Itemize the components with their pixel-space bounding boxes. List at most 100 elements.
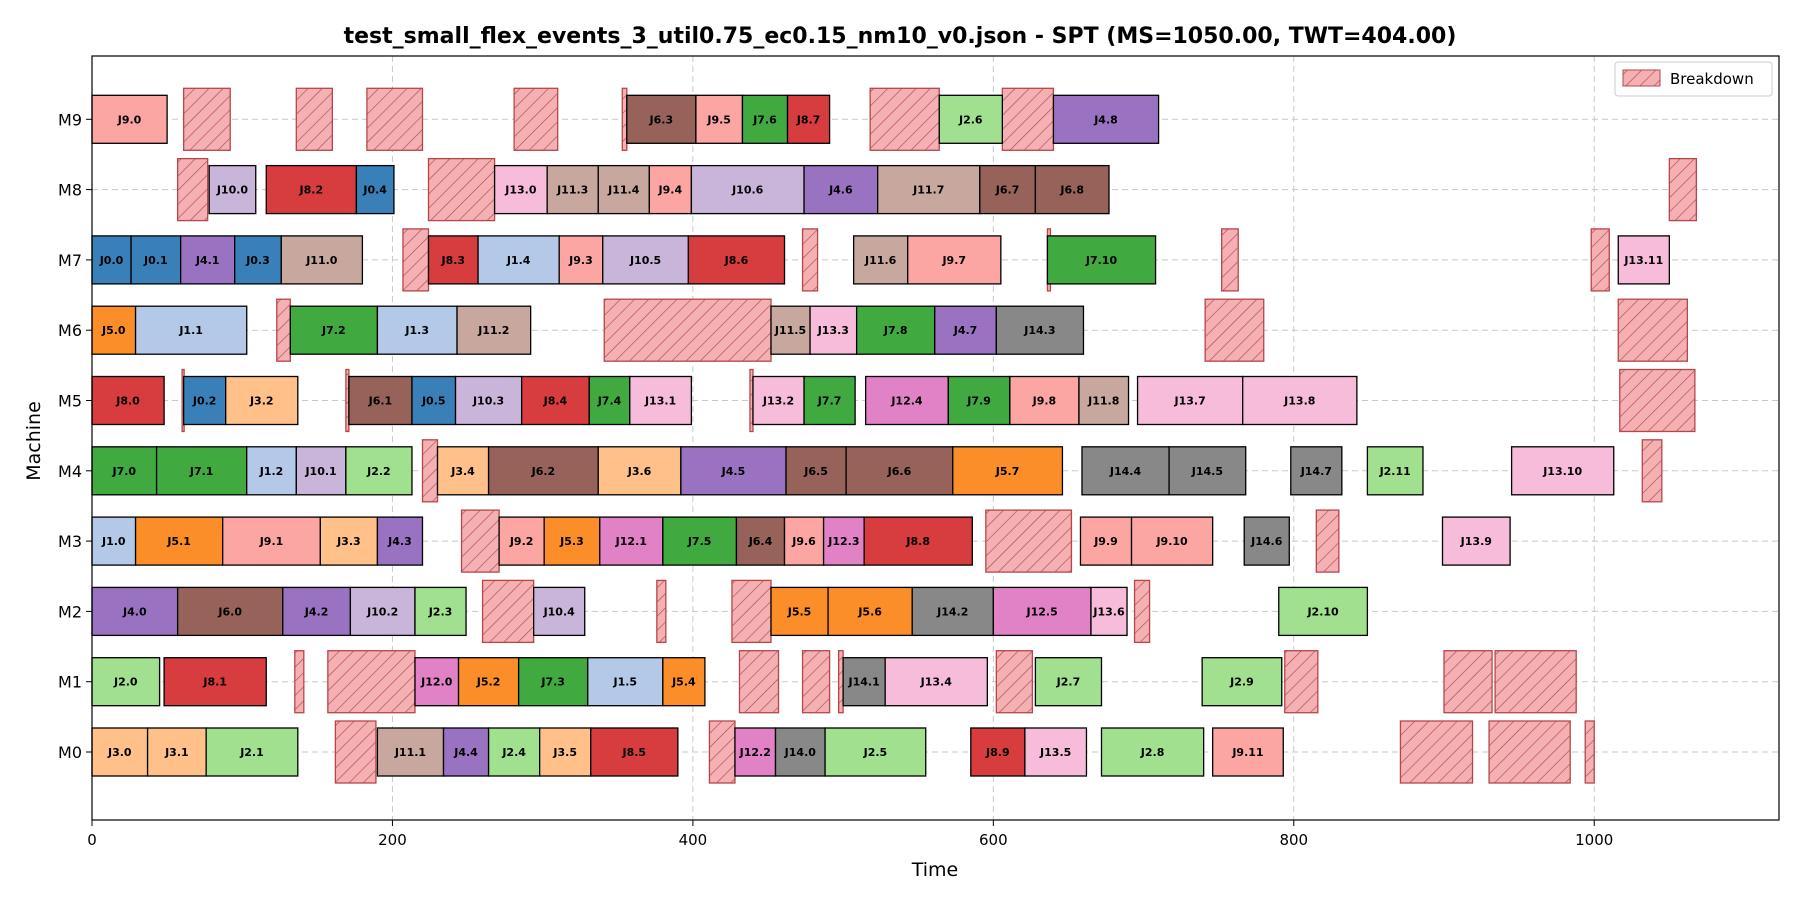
operation-bar: J9.2 — [498, 516, 545, 566]
operation-label: J6.2 — [531, 465, 556, 478]
operation-bar: J9.3 — [558, 235, 604, 285]
breakdown-hatch — [1205, 299, 1264, 362]
operation-bar: J0.4 — [355, 164, 395, 215]
operation-rect — [355, 164, 395, 215]
operation-label: J7.9 — [966, 395, 991, 408]
operation-rect — [687, 235, 786, 285]
breakdown-bar — [801, 228, 819, 292]
operation-label: J12.5 — [1026, 605, 1058, 618]
operation-bar: J4.5 — [680, 446, 787, 496]
breakdown-hatch — [985, 510, 1072, 573]
breakdown-bar — [1617, 298, 1689, 362]
operation-rect — [602, 235, 690, 285]
breakdown-hatch — [1669, 158, 1697, 221]
operation-bar: J7.9 — [947, 375, 1011, 426]
operation-bar: J3.3 — [319, 516, 379, 566]
operation-label: J14.4 — [1109, 465, 1142, 478]
operation-bar: J13.11 — [1617, 235, 1670, 285]
breakdown-hatch — [345, 369, 349, 432]
operation-label: J11.0 — [305, 254, 338, 267]
operation-bar: J1.0 — [91, 516, 137, 566]
operation-rect — [803, 375, 856, 426]
operation-bar: J5.7 — [952, 446, 1064, 496]
operation-label: J4.2 — [304, 605, 329, 618]
y-axis-label: Machine — [23, 401, 45, 481]
breakdown-hatch — [838, 650, 844, 713]
operation-rect — [774, 727, 826, 777]
breakdown-bar — [1590, 228, 1610, 292]
operation-bar: J9.8 — [1009, 375, 1080, 426]
breakdown-hatch — [335, 721, 376, 783]
operation-label: J9.6 — [791, 535, 816, 548]
breakdown-bar — [460, 509, 500, 573]
operation-label: J0.2 — [192, 395, 217, 408]
operation-label: J9.8 — [1032, 395, 1057, 408]
operation-label: J7.4 — [597, 395, 622, 408]
operation-rect — [91, 446, 158, 496]
x-tick-label: 600 — [979, 831, 1008, 849]
operation-bar: J11.0 — [280, 235, 364, 285]
operation-label: J13.11 — [1623, 254, 1663, 267]
operation-bar: J8.2 — [265, 164, 358, 215]
operation-rect — [1034, 164, 1110, 215]
operation-rect — [1100, 727, 1205, 777]
operation-bar: J9.4 — [648, 164, 693, 215]
operation-rect — [533, 586, 586, 637]
operation-label: J0.0 — [99, 254, 124, 267]
operation-label: J9.2 — [509, 535, 534, 548]
operation-bar: J12.3 — [822, 516, 865, 566]
operation-bar: J9.6 — [783, 516, 825, 566]
operation-label: J7.8 — [883, 324, 908, 337]
y-tick-label: M4 — [58, 462, 82, 481]
operation-label: J2.10 — [1306, 605, 1339, 618]
operation-rect — [1441, 516, 1511, 566]
operation-label: J4.3 — [387, 535, 412, 548]
operation-bar: J6.3 — [626, 94, 697, 144]
operation-rect — [543, 516, 601, 566]
operation-bar: J2.9 — [1201, 657, 1283, 707]
y-tick-label: M0 — [58, 743, 82, 762]
operation-rect — [809, 305, 858, 355]
operation-bar: J0.3 — [234, 235, 282, 285]
operation-rect — [852, 235, 909, 285]
operation-rect — [938, 94, 1003, 144]
operation-label: J9.10 — [1155, 535, 1188, 548]
operation-rect — [1130, 516, 1214, 566]
operation-label: J2.7 — [1056, 676, 1081, 689]
operation-rect — [155, 446, 248, 496]
breakdown-bar — [656, 579, 667, 644]
operation-label: J0.5 — [421, 395, 446, 408]
operation-rect — [91, 305, 137, 355]
breakdown-hatch — [1002, 88, 1054, 151]
operation-bar: J11.8 — [1078, 375, 1130, 426]
x-axis-label: Time — [911, 859, 959, 881]
operation-rect — [376, 727, 445, 777]
chart-title: test_small_flex_events_3_util0.75_ec0.15… — [344, 24, 1457, 49]
operation-bar: J1.5 — [587, 657, 664, 707]
operation-bar: J8.5 — [590, 727, 679, 777]
operation-rect — [454, 375, 523, 426]
operation-bar: J13.6 — [1090, 586, 1128, 637]
operation-bar: J5.2 — [457, 657, 520, 707]
operation-bar: J9.10 — [1130, 516, 1214, 566]
breakdown-hatch — [276, 299, 291, 362]
breakdown-hatch — [1619, 369, 1695, 432]
operation-bar: J7.4 — [588, 375, 631, 426]
operation-label: J13.0 — [504, 184, 537, 197]
breakdown-hatch — [177, 158, 208, 221]
legend-swatch-hatch — [1623, 70, 1660, 86]
y-tick-label: M3 — [58, 532, 82, 551]
operation-rect — [587, 657, 664, 707]
operation-rect — [414, 657, 460, 707]
operation-label: J4.6 — [828, 184, 853, 197]
operation-bar: J14.1 — [842, 657, 886, 707]
breakdown-hatch — [482, 580, 534, 643]
operation-bar: J6.7 — [979, 164, 1037, 215]
operation-rect — [590, 727, 679, 777]
breakdown-bar — [334, 720, 377, 784]
breakdown-hatch — [996, 650, 1033, 713]
operation-bar: J7.0 — [91, 446, 158, 496]
operation-rect — [163, 657, 267, 707]
breakdown-hatch — [604, 299, 772, 362]
operation-bar: J0.5 — [411, 375, 457, 426]
